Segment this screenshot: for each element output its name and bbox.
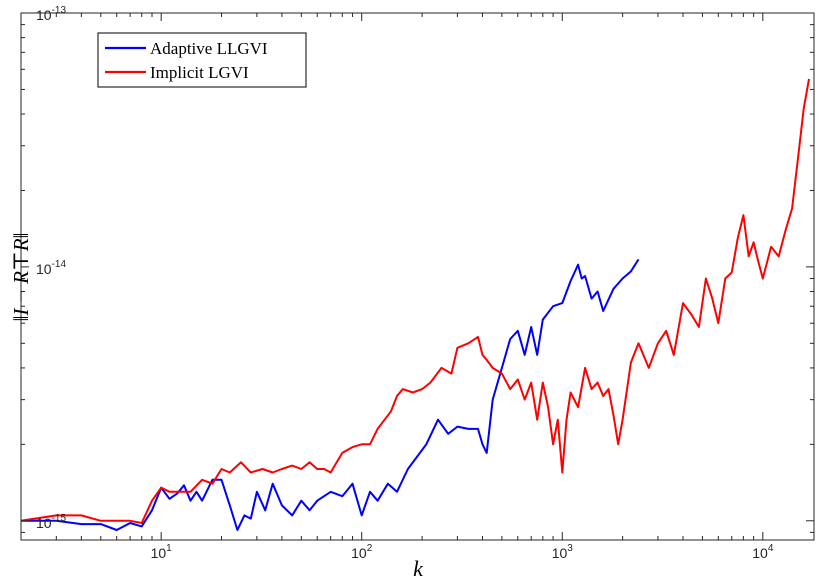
- series-line-adaptive-llgvi: [21, 258, 640, 531]
- plot-background: [21, 13, 814, 540]
- y-tick-label: 10-15: [36, 513, 66, 531]
- x-tick-label: 102: [351, 543, 373, 561]
- legend: Adaptive LLGVI Implicit LGVI: [97, 32, 307, 88]
- y-tick-label: 10-13: [36, 5, 66, 23]
- x-tick-label: 103: [552, 543, 574, 561]
- y-tick-label: 10-14: [36, 259, 66, 277]
- x-tick-label: 101: [151, 543, 173, 561]
- x-axis-label: k: [413, 556, 424, 581]
- ticks-layer: 101 102 103 104 10-15 10-14 10-13: [20, 5, 814, 561]
- legend-label-adaptive-llgvi: Adaptive LLGVI: [150, 39, 268, 58]
- plot-frame: [20, 12, 815, 541]
- legend-box: [97, 32, 307, 88]
- x-tick-label: 104: [752, 543, 774, 561]
- legend-label-implicit-lgvi: Implicit LGVI: [150, 63, 249, 82]
- series-line-implicit-lgvi: [20, 78, 810, 524]
- series-layer: [20, 78, 810, 531]
- y-axis-label: ‖I − R⊤R‖: [9, 233, 33, 322]
